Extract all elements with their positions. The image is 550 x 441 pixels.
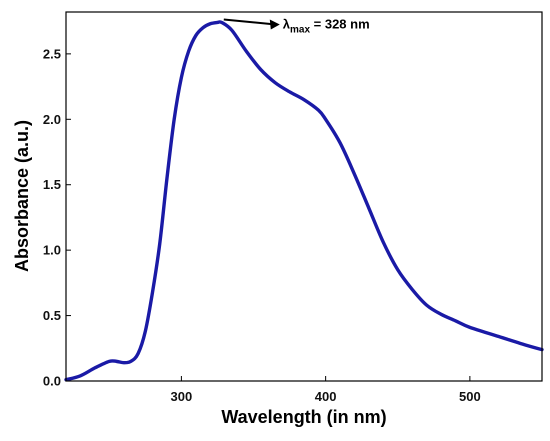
y-tick-label: 2.5	[43, 46, 61, 61]
y-tick-label: 2.0	[43, 112, 61, 127]
y-tick-label: 0.0	[43, 374, 61, 389]
x-axis-title: Wavelength (in nm)	[221, 407, 386, 427]
annotation-label: λmax = 328 nm	[283, 16, 370, 35]
x-tick-label: 300	[171, 389, 193, 404]
y-axis-title: Absorbance (a.u.)	[12, 120, 32, 272]
y-tick-label: 0.5	[43, 308, 61, 323]
y-tick-label: 1.0	[43, 243, 61, 258]
x-axis-ticks: 300 400 500	[171, 376, 481, 404]
annotation-value: = 328 nm	[310, 16, 370, 31]
annotation-lambda: λ	[283, 16, 291, 31]
x-tick-label: 500	[459, 389, 481, 404]
y-axis-ticks: 0.0 0.5 1.0 1.5 2.0 2.5	[43, 46, 71, 389]
x-tick-label: 400	[315, 389, 337, 404]
y-tick-label: 1.5	[43, 177, 61, 192]
annotation-arrowhead	[269, 19, 280, 30]
annotation-subscript: max	[290, 24, 310, 35]
lambda-max-annotation: λmax = 328 nm	[223, 16, 370, 35]
plot-frame	[65, 11, 543, 382]
absorbance-series-line	[64, 20, 544, 382]
annotation-arrow	[223, 18, 272, 26]
